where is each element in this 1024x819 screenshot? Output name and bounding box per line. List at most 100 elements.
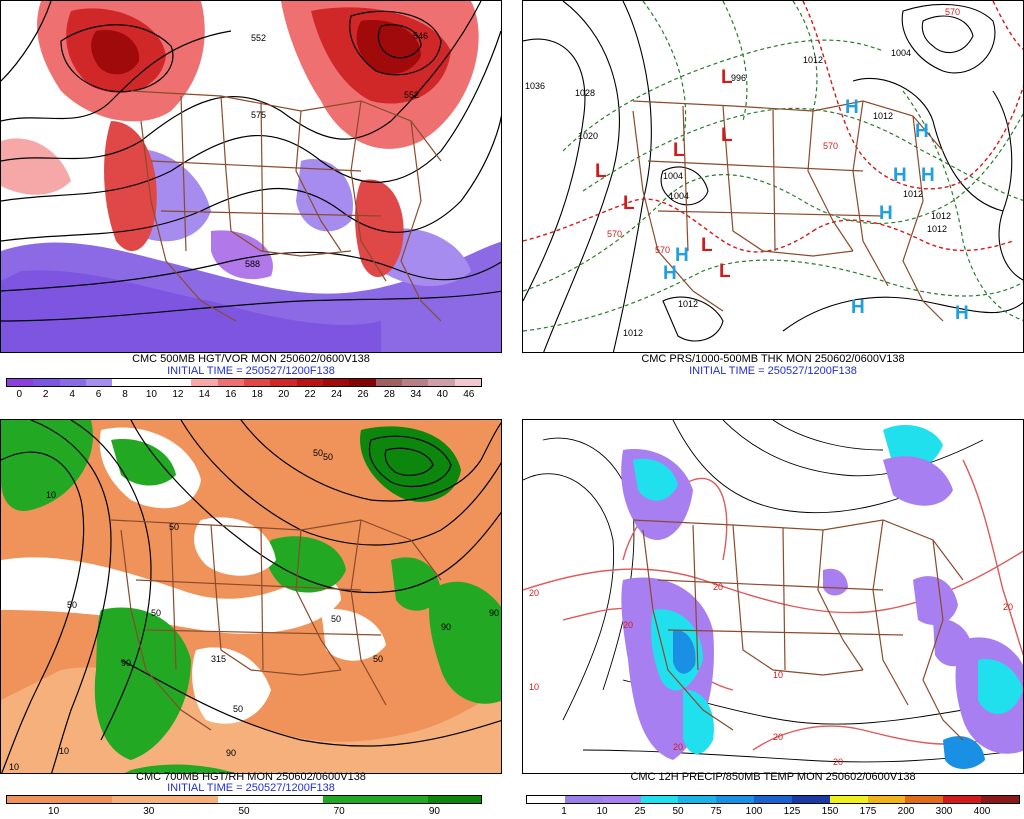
colorbar-swatch — [716, 796, 755, 803]
contour-label: 315 — [211, 654, 226, 664]
contour-label: 10 — [9, 762, 19, 772]
contour-label: 546 — [413, 31, 428, 41]
contour-label: 1012 — [931, 211, 951, 221]
colorbar-swatch — [791, 796, 830, 803]
colorbar-tick-label: 150 — [821, 806, 839, 817]
colorbar-swatch — [349, 379, 376, 386]
contour-label: 20 — [673, 742, 683, 752]
contour-label: 20 — [1003, 602, 1013, 612]
contour-label: 1012 — [873, 111, 893, 121]
colorbar — [526, 795, 1020, 804]
contour-label: 50 — [373, 654, 383, 664]
high-pressure-marker: H — [955, 303, 969, 324]
contour-label: 90 — [121, 658, 131, 668]
contour-label: 10 — [46, 490, 56, 500]
low-pressure-marker: L — [721, 125, 733, 146]
panel-700mb-hgt-rh: 10 50 50 50 50 50 50 90 90 90 10 10 50 5… — [0, 419, 502, 819]
colorbar-swatch — [564, 796, 603, 803]
colorbar-tick-label: 4 — [69, 389, 75, 400]
colorbar-tick-label: 16 — [225, 389, 237, 400]
panel-title: CMC 500MB HGT/VOR MON 250602/0600V138 — [132, 353, 370, 365]
high-pressure-marker: H — [915, 121, 929, 142]
colorbar-tick-label: 300 — [935, 806, 953, 817]
contour-label: 50 — [323, 452, 333, 462]
colorbar-swatch — [59, 379, 86, 386]
colorbar-swatch — [7, 379, 34, 386]
colorbar-tick-label: 30 — [143, 806, 155, 817]
high-pressure-marker: H — [851, 297, 865, 318]
high-pressure-marker: H — [893, 165, 907, 186]
contour-label: 90 — [441, 622, 451, 632]
panel-12h-precip-850mb-temp: 20 20 20 20 20 20 10 10 20 CMC 12H PRECI… — [522, 419, 1024, 819]
contour-label: 50 — [313, 448, 323, 458]
colorbar-swatch — [323, 796, 376, 803]
colorbar-swatch — [296, 379, 323, 386]
colorbar-tick-label: 12 — [172, 389, 184, 400]
colorbar-tick-label: 10 — [145, 389, 157, 400]
colorbar-tick-label: 2 — [42, 389, 49, 400]
colorbar-tick-label: 75 — [710, 806, 722, 817]
low-pressure-marker: L — [721, 67, 733, 88]
colorbar-tick-label: 175 — [859, 806, 877, 817]
colorbar-tick-label: 14 — [198, 389, 210, 400]
colorbar-swatch — [33, 379, 60, 386]
colorbar-tick-label: 22 — [304, 389, 316, 400]
high-pressure-marker: H — [879, 203, 893, 224]
colorbar-swatch — [217, 796, 271, 803]
colorbar-swatch — [943, 796, 982, 803]
map-700mb-hgt-rh: 10 50 50 50 50 50 50 90 90 90 10 10 50 5… — [0, 419, 502, 774]
colorbar-tick-label: 28 — [383, 389, 395, 400]
contour-label: 1004 — [669, 191, 689, 201]
contour-label: 552 — [251, 33, 266, 43]
colorbar-tick-label: 100 — [745, 806, 763, 817]
colorbar-ticks: 10 30 50 70 90 — [6, 806, 482, 818]
colorbar-ticks: 0 2 4 6 8 10 12 14 16 18 20 22 24 26 28 34 40 46 — [6, 389, 482, 401]
colorbar-swatch — [191, 379, 218, 386]
colorbar-swatch — [138, 379, 165, 386]
colorbar-tick-label: 46 — [463, 389, 475, 400]
contour-label: 1012 — [903, 189, 923, 199]
contour-label: 1012 — [803, 55, 823, 65]
colorbar-tick-label: 20 — [278, 389, 290, 400]
colorbar-swatch — [401, 379, 429, 386]
contour-label: 50 — [151, 608, 161, 618]
colorbar-swatch — [905, 796, 944, 803]
contour-label: 10 — [59, 746, 69, 756]
contour-label: 1028 — [575, 88, 595, 98]
colorbar-swatch — [602, 796, 641, 803]
colorbar-tick-label: 34 — [410, 389, 422, 400]
panel-title: CMC 12H PRECIP/850MB TEMP MON 250602/060… — [630, 771, 916, 783]
low-pressure-marker: L — [719, 261, 731, 282]
colorbar-swatch — [217, 379, 244, 386]
colorbar-swatch — [243, 379, 271, 386]
map-prs-thk: 1036 1028 1020 1004 1004 1012 1012 1012 … — [522, 0, 1024, 353]
contour-label: 1004 — [663, 171, 683, 181]
contour-label: 1004 — [891, 48, 911, 58]
map-500mb-hgt-vor: 552 575 588 546 552 — [0, 0, 502, 353]
colorbar-swatch — [678, 796, 717, 803]
contour-label: 570 — [945, 7, 960, 17]
colorbar-swatch — [375, 379, 402, 386]
colorbar-tick-label: 70 — [333, 806, 345, 817]
colorbar-tick-label: 25 — [634, 806, 646, 817]
colorbar-swatch — [829, 796, 868, 803]
contour-label: 50 — [331, 614, 341, 624]
colorbar-swatch — [165, 796, 218, 803]
contour-label: 20 — [713, 582, 723, 592]
colorbar — [6, 795, 482, 804]
colorbar-tick-label: 50 — [238, 806, 250, 817]
colorbar-swatch — [270, 796, 324, 803]
contour-label: 570 — [823, 141, 838, 151]
colorbar-tick-label: 90 — [428, 806, 440, 817]
contour-label: 1036 — [525, 81, 545, 91]
contour-label: 996 — [731, 73, 746, 83]
colorbar-swatch — [322, 379, 350, 386]
colorbar-tick-label: 8 — [122, 389, 128, 400]
high-pressure-marker: H — [921, 165, 935, 186]
contour-label: 1012 — [678, 299, 698, 309]
high-pressure-marker: H — [845, 97, 859, 118]
colorbar-swatch — [867, 796, 906, 803]
contour-label: 20 — [833, 757, 843, 767]
colorbar-swatch — [454, 379, 481, 386]
colorbar-swatch — [527, 796, 565, 803]
